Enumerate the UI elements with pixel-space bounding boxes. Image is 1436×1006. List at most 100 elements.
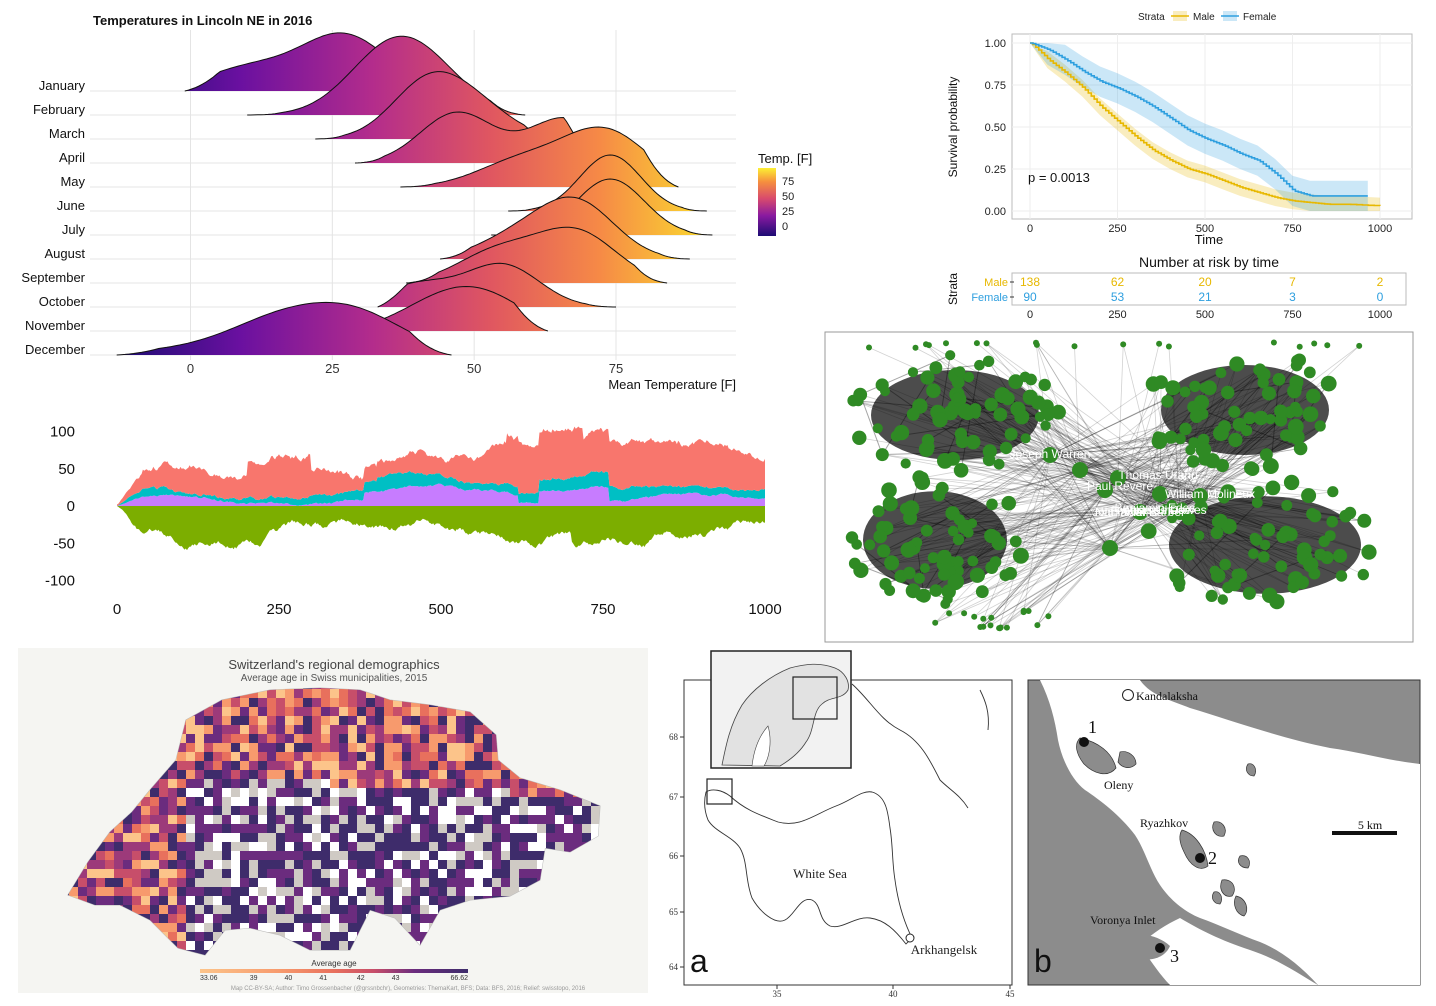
swiss-municipality-cell xyxy=(222,698,232,708)
network-edge xyxy=(994,511,1181,538)
swiss-legend-title: Average age xyxy=(311,959,357,968)
network-hub-node xyxy=(1097,482,1113,498)
swiss-municipality-cell xyxy=(438,860,448,870)
network-node xyxy=(1010,401,1026,417)
island-cluster-1 xyxy=(1212,821,1226,837)
swiss-municipality-cell xyxy=(240,725,250,735)
swiss-municipality-cell xyxy=(330,698,340,708)
network-node-label: Thomas Dawes xyxy=(1123,503,1206,517)
surv-x-tick-label: 250 xyxy=(1108,223,1126,235)
network-edge xyxy=(1109,454,1267,549)
swiss-municipality-cell xyxy=(249,698,259,708)
network-hub-node xyxy=(1072,462,1088,478)
swiss-legend: 33.06 39 40 41 42 43 66.62 xyxy=(200,969,468,982)
ridge-month-labels: JanuaryFebruaryMarchAprilMayJuneJulyAugu… xyxy=(21,78,85,357)
network-node xyxy=(882,496,898,512)
swiss-municipality-cell xyxy=(411,788,421,798)
network-node xyxy=(877,544,891,558)
network-edge xyxy=(1039,416,1106,491)
network-edge xyxy=(983,489,1106,627)
swiss-municipality-cell xyxy=(168,896,178,906)
swiss-municipality-cell xyxy=(483,842,493,852)
ridge-density-outline xyxy=(400,126,679,188)
swiss-municipality-cell xyxy=(348,914,358,924)
swiss-relief-cell xyxy=(240,815,249,824)
network-node xyxy=(1228,432,1243,448)
swiss-municipality-cell xyxy=(501,878,511,888)
swiss-municipality-cell xyxy=(375,734,385,744)
ridge-x-tick-label: 75 xyxy=(609,361,623,376)
ridge-title: Temperatures in Lincoln NE in 2016 xyxy=(93,13,312,28)
swiss-relief-cell xyxy=(420,851,429,860)
ridge-density-outline xyxy=(354,111,594,164)
swiss-municipality-cell xyxy=(240,833,250,843)
swiss-relief-cell xyxy=(447,851,456,860)
swiss-municipality-cell xyxy=(348,779,358,789)
swiss-municipality-cell xyxy=(105,887,115,897)
network-edge xyxy=(1109,458,1206,549)
network-cluster-core xyxy=(1161,365,1329,455)
network-edge xyxy=(859,394,883,455)
swiss-municipality-cell xyxy=(150,905,160,915)
swiss-municipality-cell xyxy=(420,779,430,789)
network-node xyxy=(1210,526,1224,540)
swiss-municipality-cell xyxy=(231,779,241,789)
swiss-municipality-cell xyxy=(402,716,412,726)
swiss-municipality-cell xyxy=(474,860,484,870)
swiss-municipality-cell xyxy=(258,905,268,915)
swiss-relief-cell xyxy=(231,878,240,887)
swiss-municipality-cell xyxy=(582,833,592,843)
swiss-municipality-cell xyxy=(519,851,529,861)
network-node xyxy=(900,542,917,558)
island-cluster-4 xyxy=(1246,763,1256,777)
swiss-municipality-cell xyxy=(177,923,187,933)
network-node xyxy=(1033,339,1039,346)
swiss-relief-cell xyxy=(195,905,204,914)
network-node xyxy=(1155,432,1168,445)
swiss-municipality-cell xyxy=(366,833,376,843)
small-island-1 xyxy=(1117,751,1137,768)
swiss-municipality-cell xyxy=(258,869,268,879)
network-node xyxy=(1209,565,1220,576)
swiss-relief-cell xyxy=(393,815,402,824)
swiss-municipality-cell xyxy=(447,761,457,771)
swiss-municipality-cell xyxy=(168,806,178,816)
swiss-municipality-cell xyxy=(357,725,367,735)
network-node xyxy=(1169,568,1185,584)
swiss-municipality-cell xyxy=(357,752,367,762)
swiss-municipality-cell xyxy=(195,761,205,771)
network-node xyxy=(937,568,951,581)
ridge-legend-title: Temp. [F] xyxy=(758,151,812,166)
swiss-municipality-cell xyxy=(285,788,295,798)
swiss-municipality-cell xyxy=(150,797,160,807)
swiss-relief-cell xyxy=(294,932,303,941)
network-edge xyxy=(1109,449,1191,549)
swiss-municipality-cell xyxy=(303,716,313,726)
network-node-label: Nathaniel Barber xyxy=(1095,505,1185,519)
swiss-municipality-cell xyxy=(366,779,376,789)
swiss-relief-cell xyxy=(402,806,411,815)
swiss-relief-cell xyxy=(303,815,312,824)
swiss-municipality-cell xyxy=(465,761,475,771)
ridge-month-label: June xyxy=(57,198,85,213)
swiss-municipality-cell xyxy=(231,716,241,726)
swiss-relief-cell xyxy=(447,887,456,896)
swiss-municipality-cell xyxy=(465,716,475,726)
swiss-municipality-cell xyxy=(429,851,439,861)
swiss-municipality-cell xyxy=(132,869,142,879)
risk-table-area xyxy=(1011,272,1407,306)
swiss-municipality-cell xyxy=(528,878,538,888)
swiss-municipality-cell xyxy=(222,851,232,861)
swiss-municipality-cell xyxy=(348,698,358,708)
risk-cell: 138 xyxy=(1020,275,1040,289)
swiss-municipality-cell xyxy=(420,833,430,843)
network-node xyxy=(1262,458,1279,474)
swiss-municipality-cell xyxy=(402,761,412,771)
network-node xyxy=(1287,418,1304,435)
network-node xyxy=(916,588,931,603)
swiss-municipality-cell xyxy=(150,860,160,870)
swiss-municipality-cell xyxy=(204,887,214,897)
network-node xyxy=(952,392,963,403)
ridge-density-outline xyxy=(377,262,616,308)
swiss-relief-cell xyxy=(411,833,420,842)
